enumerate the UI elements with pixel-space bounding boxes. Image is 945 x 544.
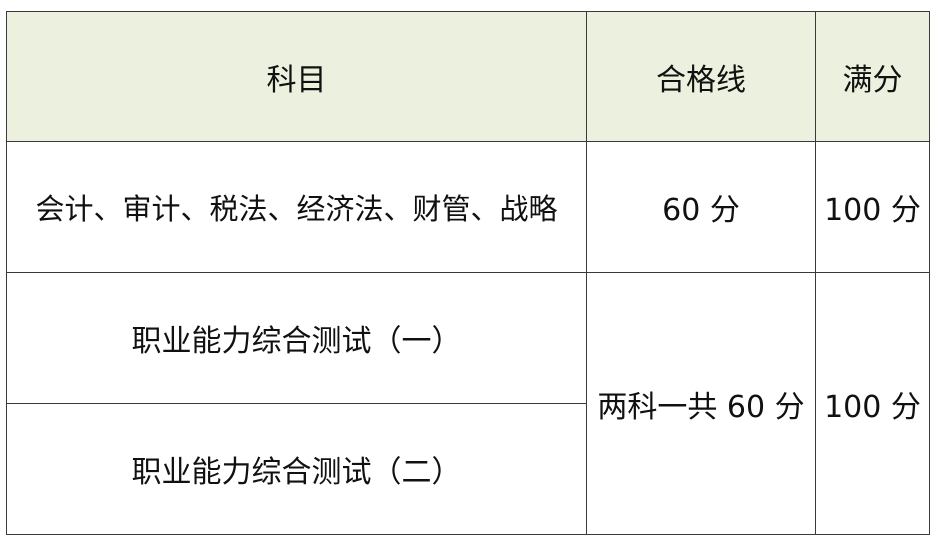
table-cell: 两科一共 60 分 (586, 272, 816, 535)
table-cell: 职业能力综合测试（二） (6, 403, 587, 535)
table-cell: 60 分 (586, 141, 816, 273)
table-cell: 职业能力综合测试（一） (6, 272, 587, 404)
header-cell: 科目 (6, 11, 587, 142)
table-cell: 100 分 (815, 141, 930, 273)
table-cell: 会计、审计、税法、经济法、财管、战略 (6, 141, 587, 273)
header-cell: 合格线 (586, 11, 816, 142)
table-cell: 100 分 (815, 272, 930, 535)
header-cell: 满分 (815, 11, 930, 142)
